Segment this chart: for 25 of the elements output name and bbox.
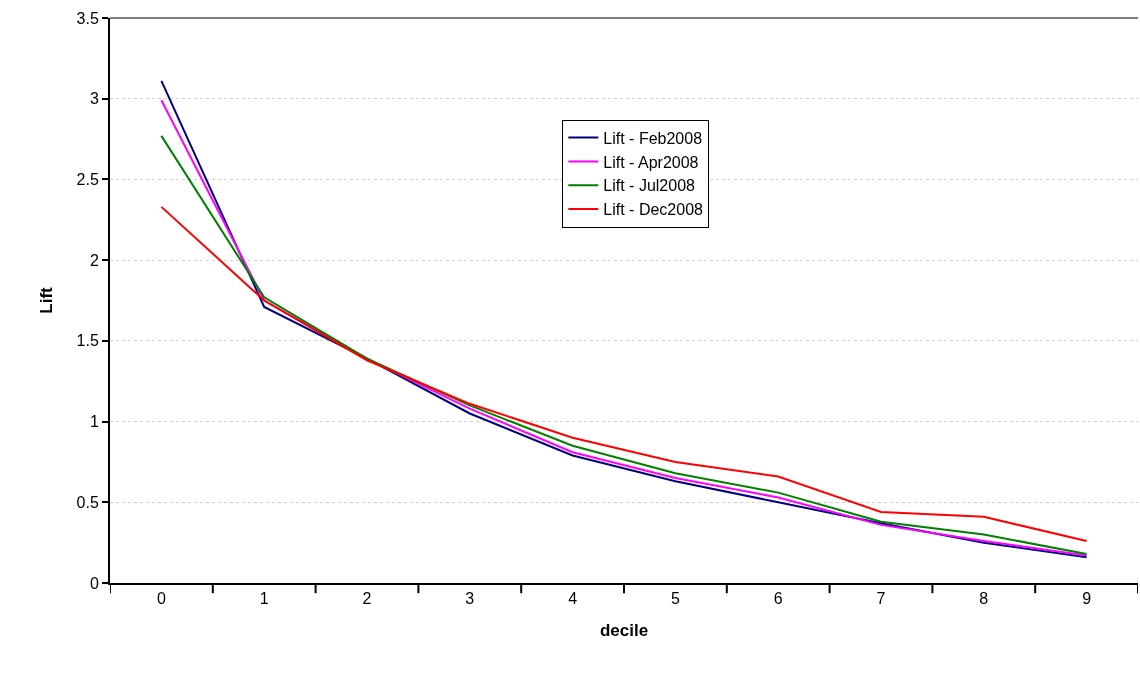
y-tick-label: 2.5	[76, 171, 99, 189]
x-tick-label: 5	[670, 590, 680, 608]
x-tick-label: 1	[259, 590, 269, 608]
x-tick-label: 9	[1082, 590, 1092, 608]
y-tick-label: 3	[89, 90, 99, 108]
x-tick-label: 3	[465, 590, 475, 608]
legend-label: Lift - Apr2008	[603, 153, 699, 171]
x-tick-label: 0	[156, 590, 166, 608]
y-tick-label: 0	[89, 574, 99, 592]
y-tick-label: 0.5	[76, 493, 99, 511]
line-series	[160, 205, 1088, 543]
y-tick-label: 2	[89, 251, 99, 269]
x-tick-label: 7	[876, 590, 886, 608]
legend-label: Lift - Feb2008	[603, 129, 703, 147]
x-tick-label: 8	[979, 590, 989, 608]
legend-label: Lift - Jul2008	[603, 177, 696, 195]
y-tick-label: 1	[89, 413, 99, 431]
x-tick-label: 2	[362, 590, 372, 608]
legend-label: Lift - Dec2008	[603, 201, 704, 219]
x-axis-title: decile	[599, 621, 649, 641]
y-tick-label: 3.5	[76, 9, 99, 27]
y-tick-label: 1.5	[76, 332, 99, 350]
x-tick-label: 4	[568, 590, 578, 608]
x-tick-label: 6	[773, 590, 783, 608]
y-axis-title: Lift	[36, 286, 56, 314]
